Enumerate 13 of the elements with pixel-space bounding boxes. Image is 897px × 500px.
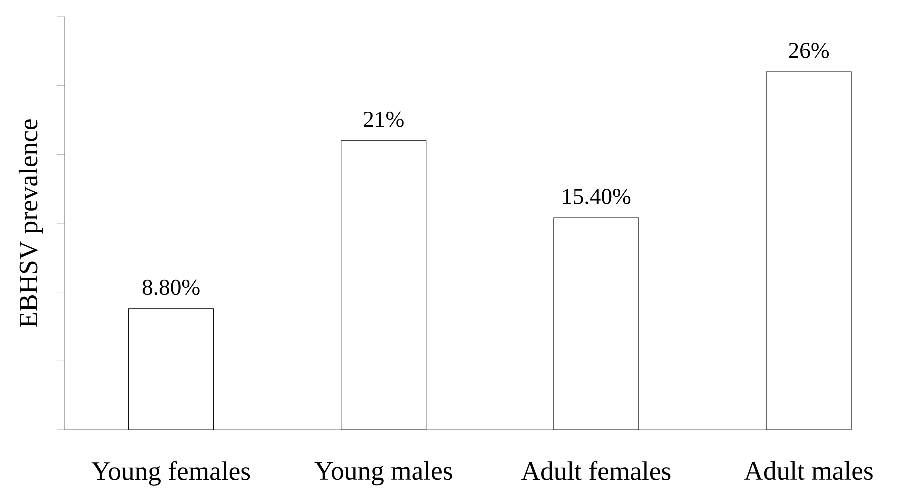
x-tick-label: Young females xyxy=(92,461,250,486)
x-tick-label: Adult females xyxy=(522,461,671,480)
bar xyxy=(554,218,640,430)
bar xyxy=(766,72,852,430)
data-label: 15.40% xyxy=(564,188,631,204)
data-label: 8.80% xyxy=(142,280,200,296)
x-tick-label: Adult males xyxy=(744,461,873,480)
data-label: 26% xyxy=(789,43,830,58)
bar xyxy=(341,140,427,430)
bar xyxy=(128,308,214,430)
y-axis-title: EBHSV prevalence xyxy=(18,120,44,328)
data-label: 21% xyxy=(364,112,404,128)
x-tick-label: Young males xyxy=(314,461,452,486)
